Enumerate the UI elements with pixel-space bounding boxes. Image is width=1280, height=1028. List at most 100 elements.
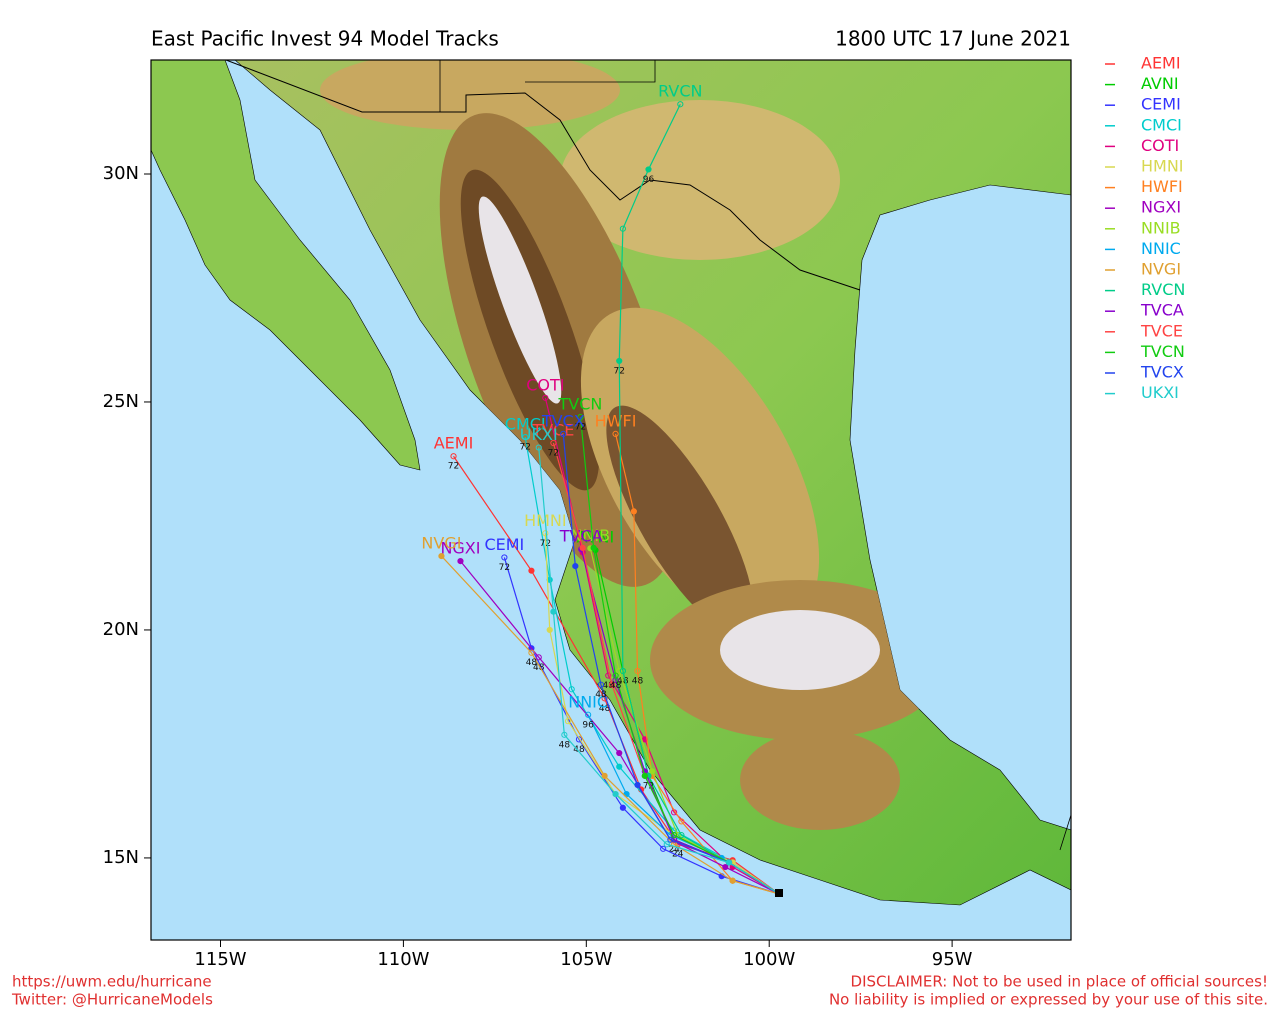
hour-label: 48 <box>632 676 644 686</box>
track-point <box>546 626 553 634</box>
legend-label: COTI <box>1141 136 1179 155</box>
track-point <box>722 863 729 871</box>
track-point <box>572 563 579 570</box>
track-point <box>612 790 619 798</box>
track-point <box>450 453 457 460</box>
border <box>1059 814 1071 851</box>
y-tick-label: 20N <box>103 619 139 640</box>
legend-label: NNIC <box>1141 239 1181 258</box>
track-point <box>612 430 619 437</box>
track-name: AVNI <box>577 528 615 547</box>
track-point <box>678 818 685 825</box>
track-point <box>619 667 626 675</box>
legend-label: NVGI <box>1141 260 1181 279</box>
y-tick-label: 30N <box>103 163 139 184</box>
track-point <box>577 413 584 421</box>
legend-label: RVCN <box>1141 280 1185 299</box>
start-marker <box>775 889 783 897</box>
track-point <box>663 841 670 848</box>
baja <box>151 60 421 471</box>
track-name: COTI <box>526 375 564 394</box>
legend-label: TVCN <box>1140 342 1185 361</box>
border <box>225 60 861 291</box>
tracks: 24 48 72 AEMI 24 48 AVNI 48 72 CEMI 72 CMCI 48 COTI 72… <box>421 82 780 895</box>
legend-label: CMCI <box>1141 115 1182 134</box>
x-tick-label: 115W <box>194 949 246 970</box>
hour-label: 72 <box>614 366 625 376</box>
track-point <box>564 718 572 725</box>
track-point <box>579 544 586 551</box>
track-point <box>522 433 529 441</box>
hour-label: 72 <box>540 539 551 549</box>
track <box>618 103 780 895</box>
x-tick-label: 100W <box>743 949 795 970</box>
hour-label: 72 <box>575 423 586 433</box>
axes: 115W 110W 105W 100W 95W 15N 20N 25N 30N <box>103 163 973 970</box>
x-tick-label: 105W <box>560 949 612 970</box>
track-point <box>590 544 597 551</box>
frame <box>150 59 1072 941</box>
track-name: TVCN <box>558 395 603 414</box>
hour-label: 72 <box>499 563 510 573</box>
track-point <box>645 166 652 173</box>
legend-label: TVCE <box>1140 321 1183 340</box>
footer-left: https://uwm.edu/hurricane <box>12 973 212 991</box>
border <box>525 60 656 83</box>
track-point <box>561 731 568 738</box>
hour-label: 48 <box>599 704 611 714</box>
track-point <box>677 101 684 108</box>
track-point <box>630 508 637 515</box>
hour-label: 48 <box>610 681 622 691</box>
footer-left: Twitter: @HurricaneModels <box>11 991 213 1009</box>
map: 24 48 72 AEMI 24 48 AVNI 48 72 CEMI 72 CMCI 48 COTI 72… <box>151 60 1071 940</box>
track-point <box>457 557 464 565</box>
hour-label: 48 <box>595 690 607 700</box>
x-tick-label: 95W <box>932 949 973 970</box>
legend-label: AVNI <box>1141 74 1179 93</box>
track-point <box>671 832 678 839</box>
track-point <box>528 649 535 656</box>
legend-label: HMNI <box>1141 157 1184 176</box>
track-point <box>597 681 605 688</box>
x-tick-label: 110W <box>377 949 429 970</box>
track-point <box>550 439 557 447</box>
track-point <box>634 781 641 789</box>
track-name: NNIC <box>568 692 608 711</box>
track-name: CMCI <box>505 415 546 434</box>
legend-label: TVCX <box>1140 363 1184 382</box>
track-name: TVCX <box>541 411 585 430</box>
track-point <box>550 608 557 615</box>
y-tick-label: 25N <box>103 391 139 412</box>
track-name: NVGI <box>421 534 461 553</box>
footer-right: DISCLAIMER: Not to be used in place of o… <box>851 973 1268 991</box>
track-point <box>678 832 685 839</box>
track-point <box>438 552 445 560</box>
track-point <box>605 672 612 679</box>
track-point <box>501 554 508 561</box>
hour-label: 24 <box>668 845 680 855</box>
legend-label: CEMI <box>1141 95 1181 114</box>
track-name: NGXI <box>440 539 480 558</box>
track-name: HWFI <box>595 411 637 430</box>
track-point <box>608 681 616 688</box>
track-point <box>667 836 674 843</box>
legend-label: UKXI <box>1141 383 1179 402</box>
hour-label: 48 <box>533 663 545 673</box>
track-point <box>528 567 535 574</box>
hour-label: 24 <box>672 850 684 860</box>
track-point <box>568 686 575 693</box>
track-name: AEMI <box>434 434 474 453</box>
hour-label: 72 <box>643 781 654 791</box>
hour-label: 72 <box>448 462 459 472</box>
y-tick-label: 15N <box>103 847 139 868</box>
track-point <box>585 711 592 718</box>
track-point <box>729 877 736 884</box>
track-point <box>542 530 549 537</box>
hour-label: 72 <box>548 449 559 459</box>
legend-label: TVCA <box>1140 301 1184 320</box>
track-point <box>660 845 667 852</box>
track <box>441 555 780 895</box>
hour-label: 72 <box>519 443 530 453</box>
